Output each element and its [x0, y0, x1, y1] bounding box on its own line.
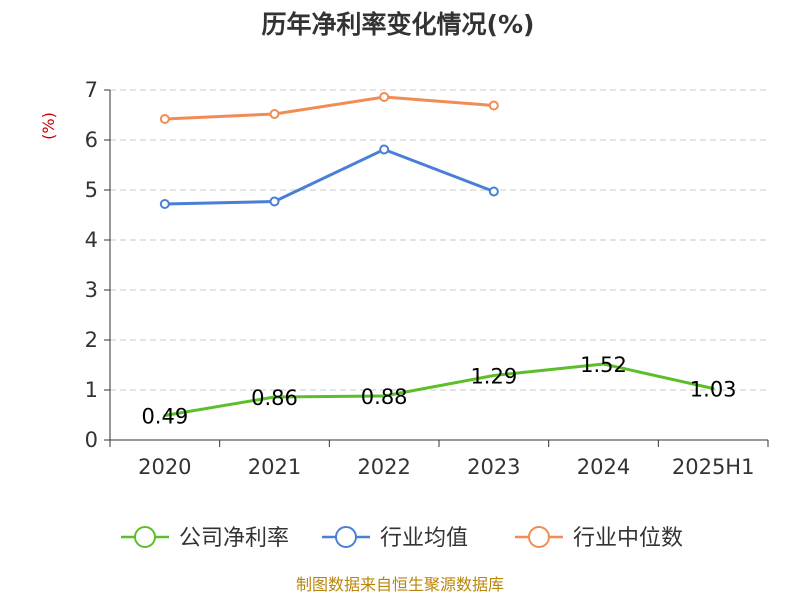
legend-item-1: 行业均值 [322, 526, 468, 551]
x-tick-label-2022: 2022 [357, 455, 410, 479]
data-label-2022: 0.88 [361, 385, 408, 409]
legend-label-2: 行业中位数 [573, 526, 683, 551]
series-lines [159, 92, 715, 417]
series-1-point-3 [488, 186, 499, 197]
y-tick-label-3: 3 [85, 278, 98, 302]
series-line-1 [163, 148, 496, 206]
axes [109, 90, 768, 441]
y-tick-label-6: 6 [85, 128, 98, 152]
legend-marker-0 [134, 526, 156, 548]
x-tick-label-2020: 2020 [138, 455, 191, 479]
y-axis-ticks: 0 1 2 3 4 5 6 7 [85, 78, 110, 452]
y-tick-label-5: 5 [85, 178, 98, 202]
series-line-0 [163, 362, 715, 417]
series-2 [159, 92, 499, 124]
y-tick-label-4: 4 [85, 228, 98, 252]
source-note: 制图数据来自恒生聚源数据库 [296, 575, 504, 594]
series-1-point-2 [379, 144, 390, 155]
x-tick-label-2021: 2021 [248, 455, 301, 479]
legend-item-0: 公司净利率 [121, 526, 289, 551]
legend-marker-2 [528, 526, 550, 548]
x-axis-ticks: 2020 2021 2022 2023 2024 2025H1 [109, 440, 769, 479]
y-axis-unit-label: (%) [39, 112, 58, 140]
chart-title: 历年净利率变化情况(%) [262, 10, 535, 39]
x-tick-label-2025H1: 2025H1 [672, 455, 755, 479]
y-tick-label-7: 7 [85, 78, 98, 102]
series-2-point-1 [269, 109, 280, 119]
series-2-point-3 [488, 100, 499, 111]
legend-marker-1 [335, 526, 357, 548]
series-1-point-0 [159, 199, 170, 209]
data-label-2025H1: 1.03 [690, 378, 737, 402]
data-labels: 0.49 0.86 0.88 1.29 1.52 1.03 [141, 353, 736, 429]
data-label-2021: 0.86 [251, 386, 298, 410]
y-tick-label-2: 2 [85, 328, 98, 352]
y-tick-label-1: 1 [85, 378, 98, 402]
series-2-point-0 [159, 114, 170, 124]
x-tick-label-2024: 2024 [577, 455, 630, 479]
legend-label-1: 行业均值 [380, 526, 468, 551]
data-label-2024: 1.52 [580, 353, 627, 377]
legend: 公司净利率 行业均值 行业中位数 [121, 526, 683, 551]
data-label-2020: 0.49 [141, 405, 188, 429]
x-tick-label-2023: 2023 [467, 455, 520, 479]
y-tick-label-0: 0 [85, 428, 98, 452]
grid-lines [110, 89, 768, 391]
series-1 [159, 144, 499, 209]
series-line-2 [163, 95, 496, 121]
series-2-point-2 [379, 92, 390, 102]
series-0 [163, 362, 715, 417]
series-1-point-1 [269, 196, 280, 207]
legend-item-2: 行业中位数 [515, 526, 683, 551]
data-label-2023: 1.29 [470, 365, 517, 389]
legend-label-0: 公司净利率 [179, 526, 289, 551]
